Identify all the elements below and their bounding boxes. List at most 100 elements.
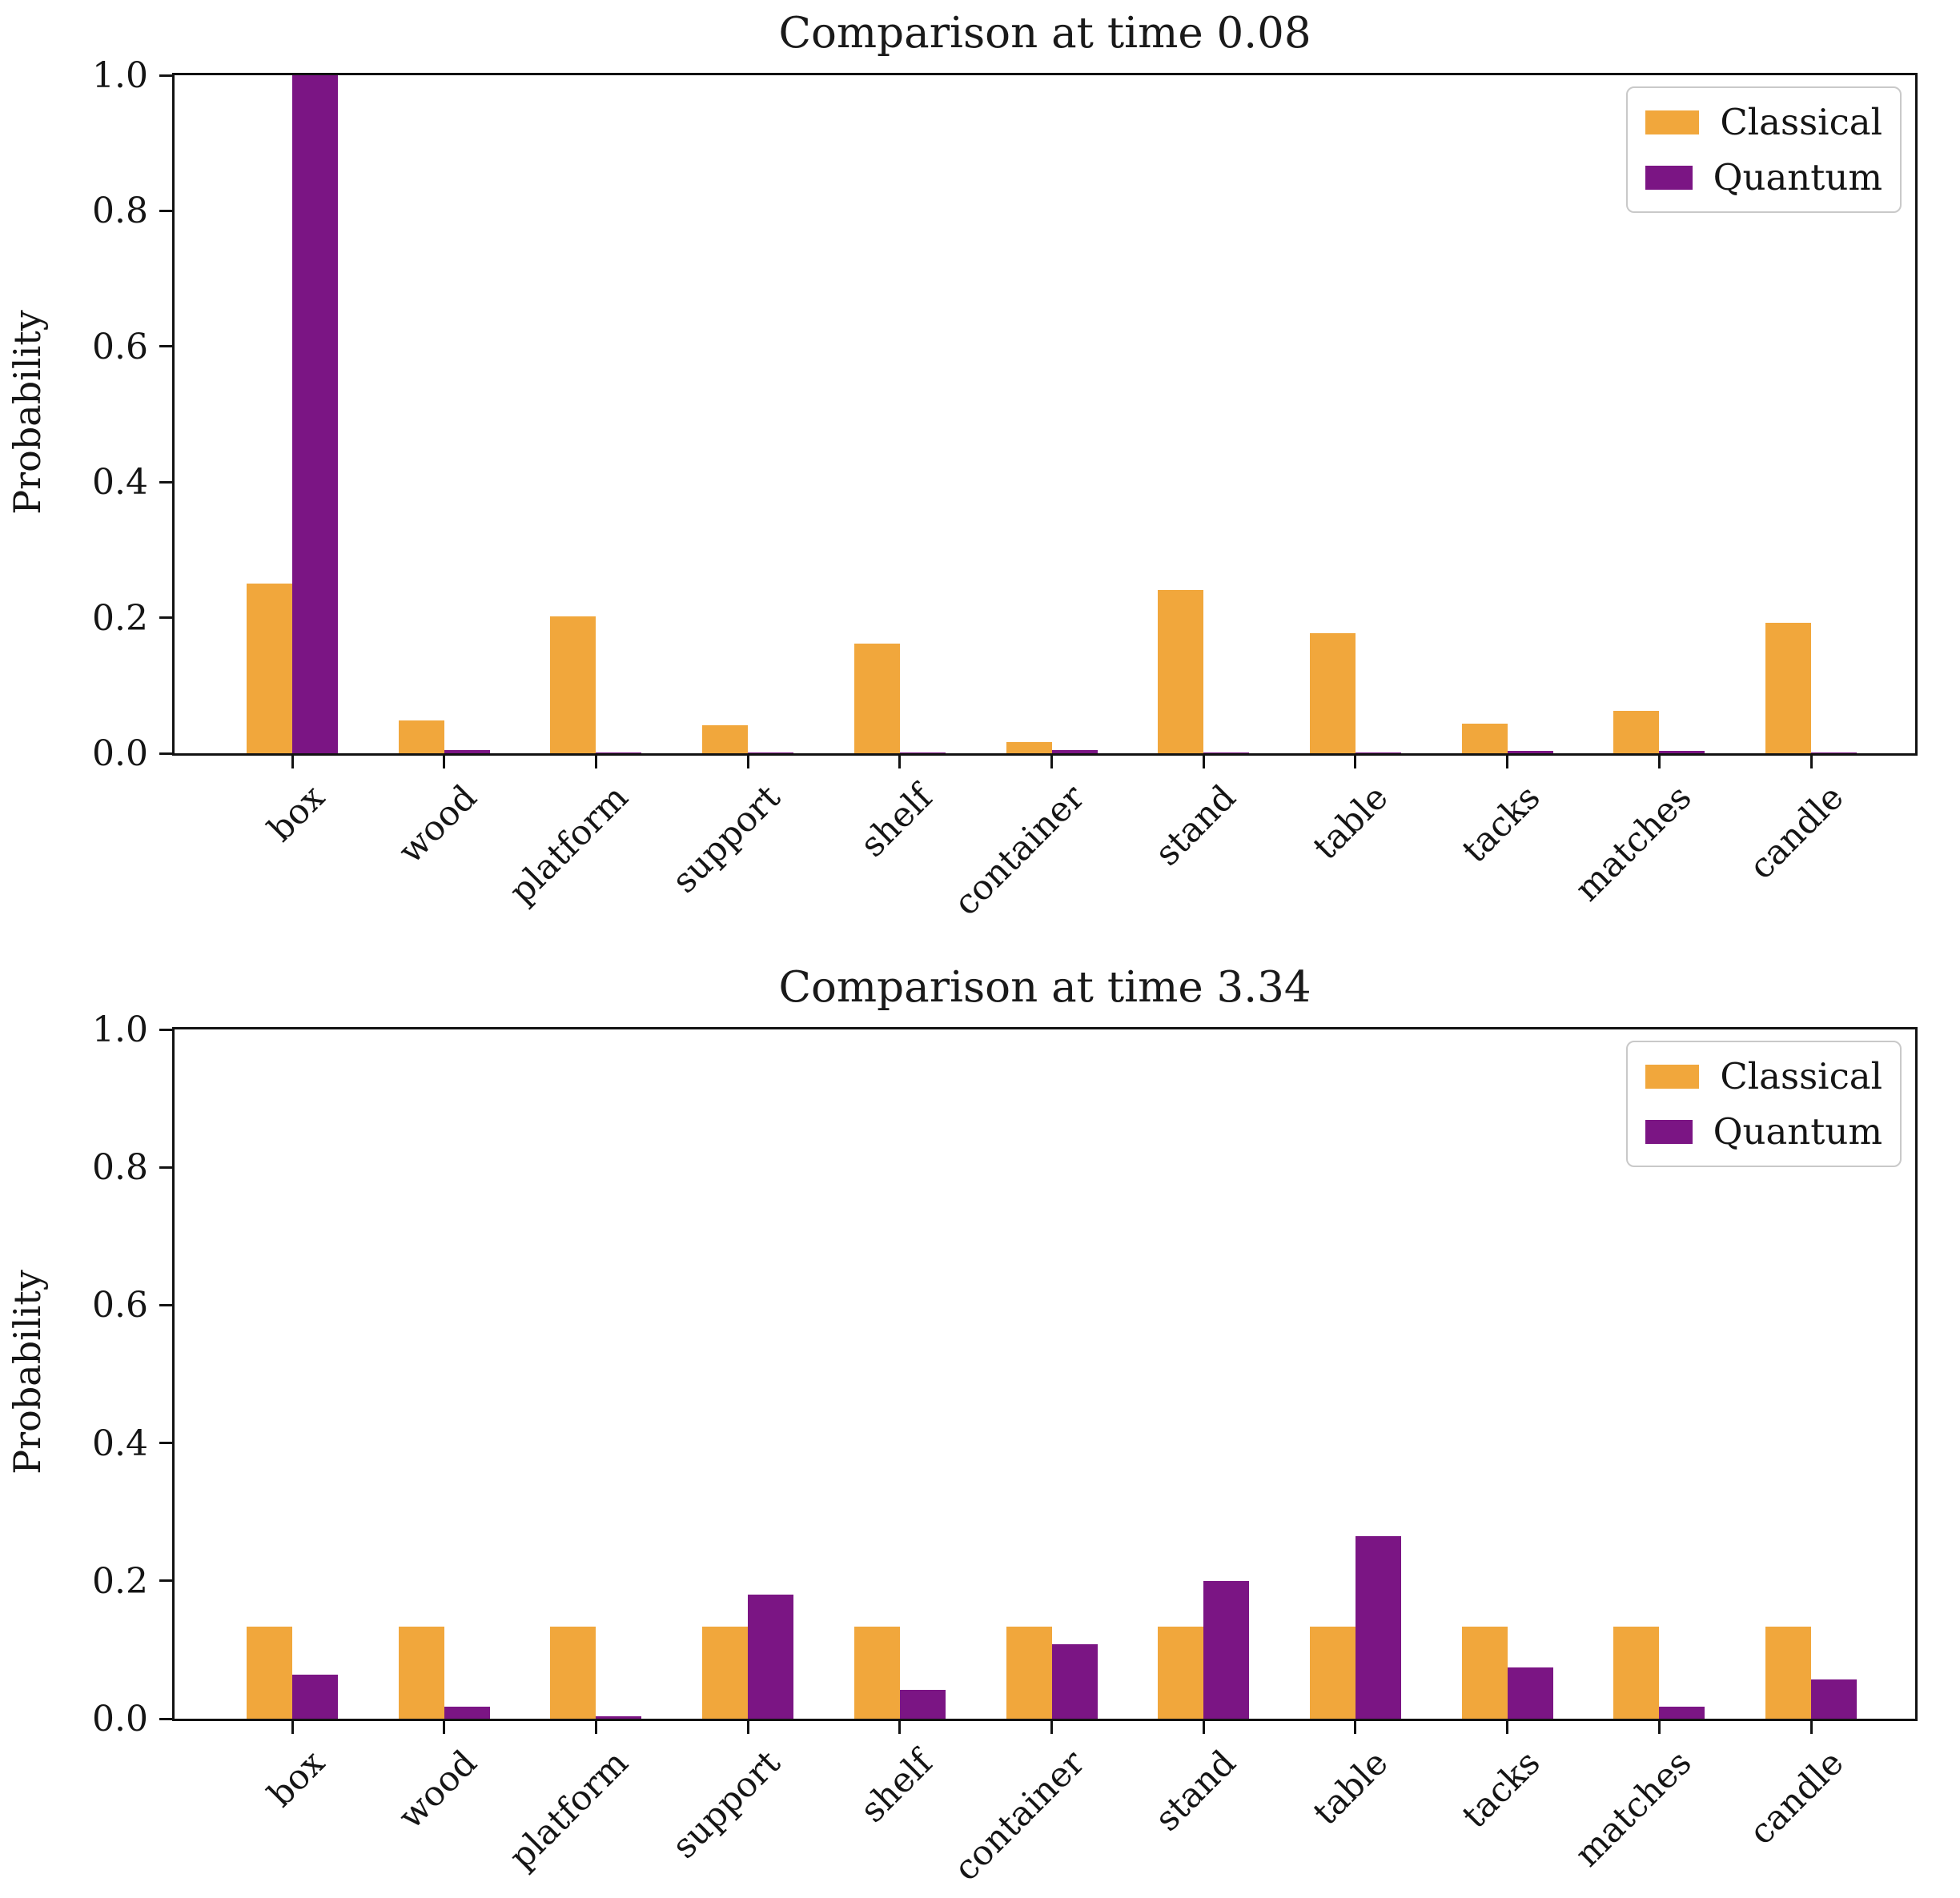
bar-quantum-candle <box>1811 1679 1857 1719</box>
bar-quantum-platform <box>596 1716 642 1719</box>
legend-swatch-classical <box>1645 1064 1700 1089</box>
x-tickmark-box <box>291 1721 294 1734</box>
y-tick-label-0.6: 0.6 <box>92 326 148 367</box>
bar-classical-platform <box>550 616 596 753</box>
legend-label-classical: Classical <box>1720 1055 1882 1097</box>
bar-quantum-platform <box>596 752 642 753</box>
legend-label-quantum: Quantum <box>1713 156 1882 199</box>
y-tickmark-0.4 <box>159 1442 172 1445</box>
y-tick-label-0.0: 0.0 <box>92 1699 148 1739</box>
bar-classical-candle <box>1765 1627 1811 1719</box>
bar-classical-shelf <box>853 644 900 753</box>
legend-item-classical: Classical <box>1645 1055 1882 1097</box>
y-axis-label: Probability <box>6 1269 49 1475</box>
y-tick-label-0.2: 0.2 <box>92 597 148 639</box>
bar-quantum-support <box>748 1595 794 1719</box>
bar-classical-tacks <box>1461 1627 1508 1719</box>
bar-classical-matches <box>1613 1627 1660 1719</box>
y-tickmark-0.4 <box>159 480 172 484</box>
y-tick-label-0.0: 0.0 <box>92 733 148 774</box>
legend-swatch-quantum <box>1645 165 1693 190</box>
bar-quantum-tacks <box>1507 1667 1553 1719</box>
bar-quantum-container <box>1051 750 1098 753</box>
bar-classical-support <box>702 1627 749 1719</box>
bar-classical-stand <box>1158 1627 1204 1719</box>
x-tickmark-stand <box>1202 756 1205 768</box>
legend-swatch-classical <box>1645 110 1700 134</box>
bar-quantum-table <box>1355 1536 1401 1719</box>
x-tickmark-tacks <box>1506 1721 1509 1734</box>
bar-quantum-wood <box>444 1707 490 1719</box>
bar-classical-tacks <box>1461 724 1508 753</box>
bar-classical-matches <box>1613 711 1660 753</box>
y-tickmark-0.0 <box>159 752 172 755</box>
bar-quantum-table <box>1355 752 1401 753</box>
chart-title: Comparison at time 3.34 <box>778 963 1311 1012</box>
bar-quantum-box <box>292 75 338 753</box>
y-tick-label-0.8: 0.8 <box>92 1147 148 1189</box>
bar-classical-wood <box>398 1627 444 1719</box>
bar-quantum-support <box>748 752 794 753</box>
x-tickmark-matches <box>1657 756 1661 768</box>
x-tickmark-wood <box>443 1721 446 1734</box>
x-tickmark-box <box>291 756 294 768</box>
x-tickmark-table <box>1354 1721 1357 1734</box>
bar-classical-support <box>702 725 749 753</box>
y-tick-label-1.0: 1.0 <box>92 1009 148 1050</box>
legend-label-classical: Classical <box>1720 101 1882 143</box>
y-tick-label-0.4: 0.4 <box>92 1422 148 1464</box>
bar-classical-stand <box>1158 590 1204 753</box>
legend: Classical Quantum <box>1626 86 1902 213</box>
x-tickmark-platform <box>594 1721 597 1734</box>
bar-quantum-shelf <box>899 1690 946 1719</box>
bar-classical-table <box>1309 633 1356 753</box>
x-tickmark-wood <box>443 756 446 768</box>
x-tickmark-container <box>1050 756 1053 768</box>
y-tick-label-0.4: 0.4 <box>92 462 148 504</box>
legend-item-quantum: Quantum <box>1645 1110 1882 1153</box>
chart-title: Comparison at time 0.08 <box>778 9 1311 58</box>
y-tick-label-0.8: 0.8 <box>92 191 148 232</box>
y-tickmark-1.0 <box>159 1028 172 1031</box>
y-tick-label-0.2: 0.2 <box>92 1560 148 1602</box>
bar-classical-wood <box>398 720 444 753</box>
bar-classical-box <box>247 1627 292 1719</box>
bar-quantum-tacks <box>1507 751 1553 753</box>
x-tick-label-box: box <box>260 1743 333 1816</box>
bar-quantum-container <box>1051 1644 1098 1719</box>
y-tick-label-1.0: 1.0 <box>92 55 148 96</box>
legend: Classical Quantum <box>1626 1041 1902 1167</box>
y-tickmark-0.6 <box>159 345 172 348</box>
bar-classical-shelf <box>853 1627 900 1719</box>
bar-quantum-shelf <box>899 752 946 753</box>
legend-label-quantum: Quantum <box>1713 1110 1882 1153</box>
legend-swatch-quantum <box>1645 1119 1693 1144</box>
x-tickmark-shelf <box>898 756 902 768</box>
x-tickmark-tacks <box>1506 756 1509 768</box>
y-tickmark-0.0 <box>159 1717 172 1720</box>
bar-quantum-matches <box>1659 1707 1705 1719</box>
x-tickmark-container <box>1050 1721 1053 1734</box>
y-tickmark-0.2 <box>159 1579 172 1583</box>
bar-classical-container <box>1006 1627 1052 1719</box>
y-tickmark-0.6 <box>159 1303 172 1306</box>
y-tickmark-0.8 <box>159 1166 172 1169</box>
bar-classical-candle <box>1765 623 1811 753</box>
y-tickmark-1.0 <box>159 74 172 77</box>
bar-classical-platform <box>550 1627 596 1719</box>
bar-classical-container <box>1006 742 1052 753</box>
legend-item-quantum: Quantum <box>1645 156 1882 199</box>
x-tickmark-shelf <box>898 1721 902 1734</box>
bar-classical-box <box>247 584 292 753</box>
bar-quantum-stand <box>1203 1581 1250 1719</box>
x-tickmark-candle <box>1809 1721 1813 1734</box>
x-tickmark-candle <box>1809 756 1813 768</box>
x-tickmark-support <box>746 756 749 768</box>
y-tick-label-0.6: 0.6 <box>92 1285 148 1326</box>
legend-item-classical: Classical <box>1645 101 1882 143</box>
bar-quantum-matches <box>1659 751 1705 753</box>
bar-classical-table <box>1309 1627 1356 1719</box>
